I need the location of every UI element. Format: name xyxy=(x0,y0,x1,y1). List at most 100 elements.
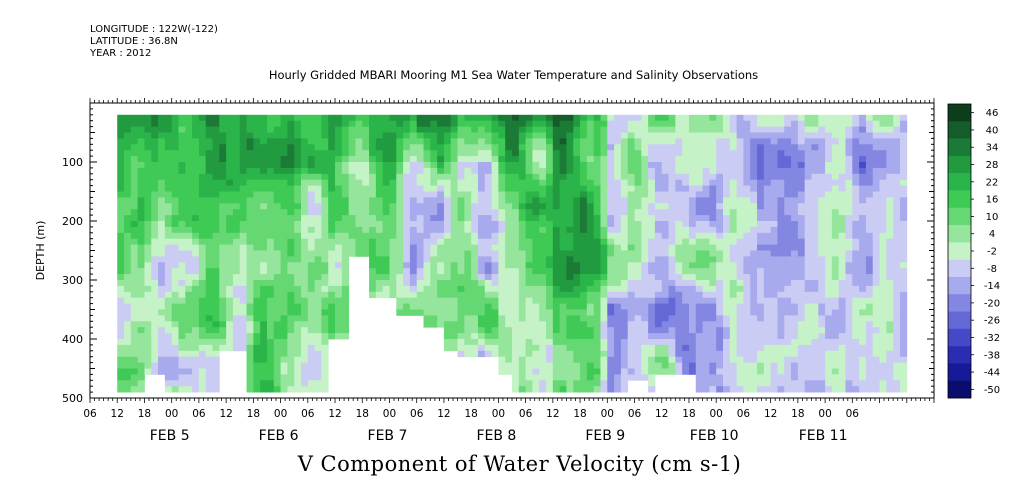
heatmap-cell xyxy=(321,185,329,192)
heatmap-cell xyxy=(335,120,343,127)
heatmap-cell xyxy=(818,197,826,204)
heatmap-cell xyxy=(573,321,581,328)
heatmap-cell xyxy=(477,156,486,163)
heatmap-cell xyxy=(797,144,806,151)
heatmap-cell xyxy=(219,120,227,127)
heatmap-cell xyxy=(811,221,819,228)
heatmap-cell xyxy=(512,256,520,263)
heatmap-cell xyxy=(355,126,363,133)
heatmap-cell xyxy=(328,315,336,322)
heatmap-cell xyxy=(770,380,778,387)
heatmap-cell xyxy=(872,374,880,381)
heatmap-cell xyxy=(335,215,343,222)
heatmap-cell xyxy=(702,221,710,228)
heatmap-cell xyxy=(607,303,615,310)
heatmap-cell xyxy=(627,262,635,269)
heatmap-cell xyxy=(130,380,139,387)
heatmap-cell xyxy=(525,156,533,163)
heatmap-cell xyxy=(641,167,649,175)
heatmap-cell xyxy=(341,162,350,169)
heatmap-cell xyxy=(661,238,669,245)
heatmap-cell xyxy=(205,203,213,210)
heatmap-cell xyxy=(518,297,527,304)
heatmap-cell xyxy=(661,344,669,352)
heatmap-cell xyxy=(307,356,316,363)
heatmap-cell xyxy=(838,162,846,169)
heatmap-cell xyxy=(818,120,826,127)
heatmap-cell xyxy=(117,221,125,228)
heatmap-cell xyxy=(668,368,676,375)
heatmap-cell xyxy=(260,297,268,304)
heatmap-cell xyxy=(859,274,867,281)
heatmap-cell xyxy=(185,144,193,151)
heatmap-cell xyxy=(314,156,322,163)
heatmap-cell xyxy=(845,297,853,304)
heatmap-cell xyxy=(886,344,894,352)
heatmap-cell xyxy=(171,291,179,299)
heatmap-cell xyxy=(743,120,751,127)
heatmap-cell xyxy=(770,291,778,299)
heatmap-cell xyxy=(763,262,772,269)
heatmap-cell xyxy=(505,238,513,245)
heatmap-cell xyxy=(838,380,846,387)
heatmap-cell xyxy=(389,162,397,169)
heatmap-cell xyxy=(430,179,438,186)
heatmap-cell xyxy=(879,197,887,204)
heatmap-cell xyxy=(280,244,288,251)
heatmap-cell xyxy=(512,226,520,234)
heatmap-cell xyxy=(777,120,785,127)
heatmap-cell xyxy=(178,132,186,139)
heatmap-cell xyxy=(477,162,486,169)
heatmap-cell xyxy=(158,350,166,358)
heatmap-cell xyxy=(825,262,833,269)
heatmap-cell xyxy=(239,291,247,299)
heatmap-cell xyxy=(471,215,479,222)
heatmap-cell xyxy=(586,138,595,145)
heatmap-cell xyxy=(307,120,316,127)
heatmap-cell xyxy=(886,368,894,375)
heatmap-cell xyxy=(838,179,846,186)
heatmap-cell xyxy=(668,280,676,287)
heatmap-cell xyxy=(287,280,295,287)
heatmap-cell xyxy=(389,268,397,275)
heatmap-cell xyxy=(757,339,765,346)
heatmap-cell xyxy=(498,244,506,251)
heatmap-cell xyxy=(512,185,520,192)
heatmap-cell xyxy=(498,126,506,133)
heatmap-cell xyxy=(865,362,874,369)
heatmap-cell xyxy=(859,280,867,287)
heatmap-cell xyxy=(348,215,356,222)
heatmap-cell xyxy=(328,173,336,181)
heatmap-cell xyxy=(164,226,173,234)
heatmap-cell xyxy=(505,344,513,352)
heatmap-cell xyxy=(804,344,812,352)
heatmap-cell xyxy=(457,268,465,275)
heatmap-cell xyxy=(743,138,751,145)
heatmap-cell xyxy=(117,197,125,204)
heatmap-cell xyxy=(791,297,799,304)
heatmap-cell xyxy=(627,285,635,293)
heatmap-cell xyxy=(246,362,254,369)
heatmap-cell xyxy=(845,268,853,275)
heatmap-cell xyxy=(532,268,540,275)
heatmap-cell xyxy=(532,297,540,304)
heatmap-cell xyxy=(688,221,697,228)
heatmap-cell xyxy=(205,374,213,381)
heatmap-cell xyxy=(260,327,268,334)
heatmap-cell xyxy=(791,120,799,127)
heatmap-cell xyxy=(702,321,710,328)
heatmap-cell xyxy=(226,344,234,352)
heatmap-cell xyxy=(280,274,288,281)
heatmap-cell xyxy=(845,285,853,293)
heatmap-cell xyxy=(750,162,758,169)
heatmap-cell xyxy=(198,386,207,393)
heatmap-cell xyxy=(702,238,710,245)
heatmap-cell xyxy=(641,209,649,216)
heatmap-cell xyxy=(695,291,703,299)
heatmap-cell xyxy=(301,132,309,139)
heatmap-cell xyxy=(443,339,452,346)
heatmap-cell xyxy=(314,356,322,363)
heatmap-cell xyxy=(784,321,792,328)
heatmap-cell xyxy=(307,274,316,281)
heatmap-cell xyxy=(185,380,193,387)
